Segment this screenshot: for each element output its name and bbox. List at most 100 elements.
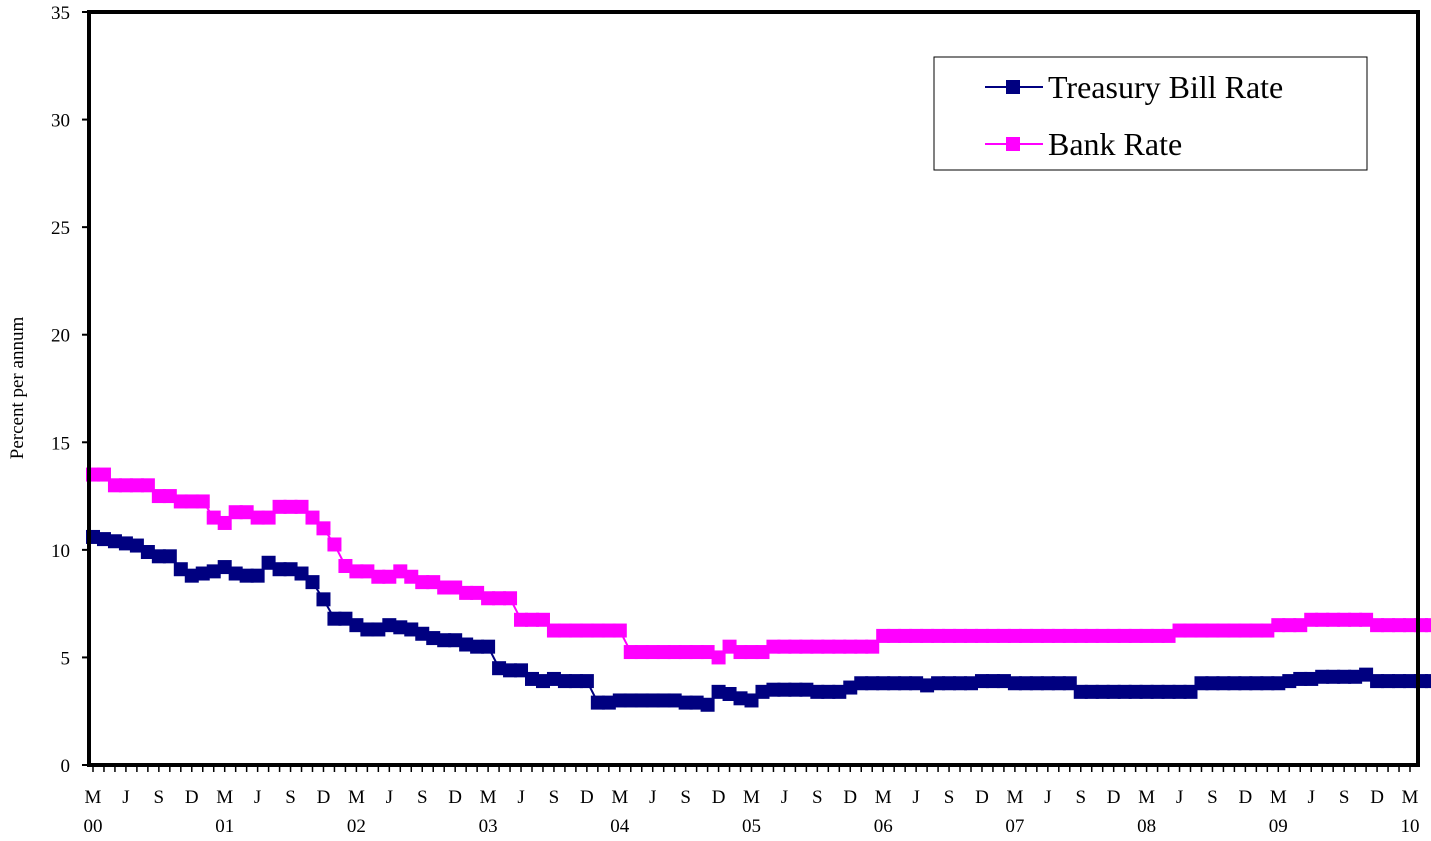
data-point (272, 562, 287, 577)
data-point (118, 478, 133, 493)
data-point (667, 645, 682, 660)
data-point (349, 618, 364, 633)
data-point (1172, 684, 1187, 699)
data-point (1216, 676, 1231, 691)
data-point (1304, 612, 1319, 627)
data-point (272, 499, 287, 514)
data-point (96, 532, 111, 547)
x-month-label: J (254, 787, 261, 808)
x-month-label: D (185, 787, 199, 808)
data-point (448, 580, 463, 595)
data-point (1183, 684, 1198, 699)
data-point (503, 591, 518, 606)
data-point (1194, 623, 1209, 638)
data-point (492, 591, 507, 606)
data-point (678, 645, 693, 660)
data-point (1337, 612, 1352, 627)
data-point (953, 676, 968, 691)
x-month-label: M (1006, 787, 1023, 808)
data-point (173, 494, 188, 509)
data-point (579, 623, 594, 638)
data-point (788, 639, 803, 654)
data-point (1293, 671, 1308, 686)
data-point (964, 676, 978, 691)
x-month-label: M (743, 787, 760, 808)
x-month-label: S (549, 787, 560, 808)
data-point (437, 580, 452, 595)
data-point (316, 592, 331, 607)
data-point (239, 505, 254, 520)
data-point (470, 639, 485, 654)
data-point (1227, 676, 1242, 691)
x-year-label: 10 (1401, 816, 1420, 837)
data-point (1271, 676, 1286, 691)
data-point (612, 693, 627, 708)
data-point (821, 684, 836, 699)
data-point (129, 478, 144, 493)
data-point (1040, 628, 1055, 643)
data-point (689, 695, 704, 710)
data-point (327, 611, 342, 626)
data-point (876, 628, 891, 643)
data-point (634, 693, 649, 708)
x-month-label: M (611, 787, 628, 808)
data-point (1326, 669, 1341, 684)
legend-marker (1006, 137, 1020, 151)
data-point (459, 585, 474, 600)
y-axis-title: Percent per annum (7, 317, 28, 460)
x-month-label: S (944, 787, 955, 808)
data-point (1161, 684, 1176, 699)
data-point (1381, 618, 1396, 633)
data-point (349, 564, 364, 579)
data-point (722, 639, 737, 654)
data-point (1073, 628, 1088, 643)
x-month-label: S (1075, 787, 1086, 808)
data-point (931, 676, 946, 691)
x-month-label: M (1138, 787, 1155, 808)
data-point (744, 645, 759, 660)
data-point (250, 568, 265, 583)
y-tick-label: 0 (61, 756, 71, 777)
data-point (1359, 667, 1374, 682)
data-point (129, 538, 144, 553)
y-tick-label: 15 (51, 433, 70, 454)
x-month-label: S (812, 787, 823, 808)
data-point (1370, 618, 1385, 633)
data-point (283, 562, 298, 577)
data-point (459, 637, 474, 652)
x-month-label: J (649, 787, 656, 808)
data-point (492, 661, 507, 676)
y-tick-label: 35 (51, 3, 70, 24)
data-point (843, 680, 858, 695)
data-point (393, 564, 408, 579)
x-month-label: M (480, 787, 497, 808)
data-point (481, 639, 496, 654)
data-point (239, 568, 254, 583)
x-month-label: J (517, 787, 524, 808)
x-year-label: 02 (347, 816, 366, 837)
data-point (1271, 618, 1286, 633)
data-point (206, 510, 221, 525)
x-year-label: 04 (610, 816, 630, 837)
data-point (854, 676, 869, 691)
x-year-label: 08 (1137, 816, 1156, 837)
data-point (909, 676, 924, 691)
data-point (1139, 684, 1154, 699)
plot-frame (87, 10, 1420, 767)
data-point (162, 489, 177, 504)
data-point (1392, 674, 1407, 689)
x-year-label: 00 (84, 816, 103, 837)
data-point (656, 645, 671, 660)
y-axis: 0 5 10 15 20 25 30 35 (51, 3, 89, 777)
x-month-label: D (1370, 787, 1384, 808)
data-point (118, 536, 133, 551)
data-point (1194, 676, 1209, 691)
data-point (733, 691, 748, 706)
data-point (1348, 669, 1363, 684)
data-point (525, 612, 539, 627)
data-point (1315, 669, 1330, 684)
data-point (140, 478, 155, 493)
data-point (415, 626, 430, 641)
data-point (514, 663, 529, 678)
data-point (316, 521, 331, 536)
